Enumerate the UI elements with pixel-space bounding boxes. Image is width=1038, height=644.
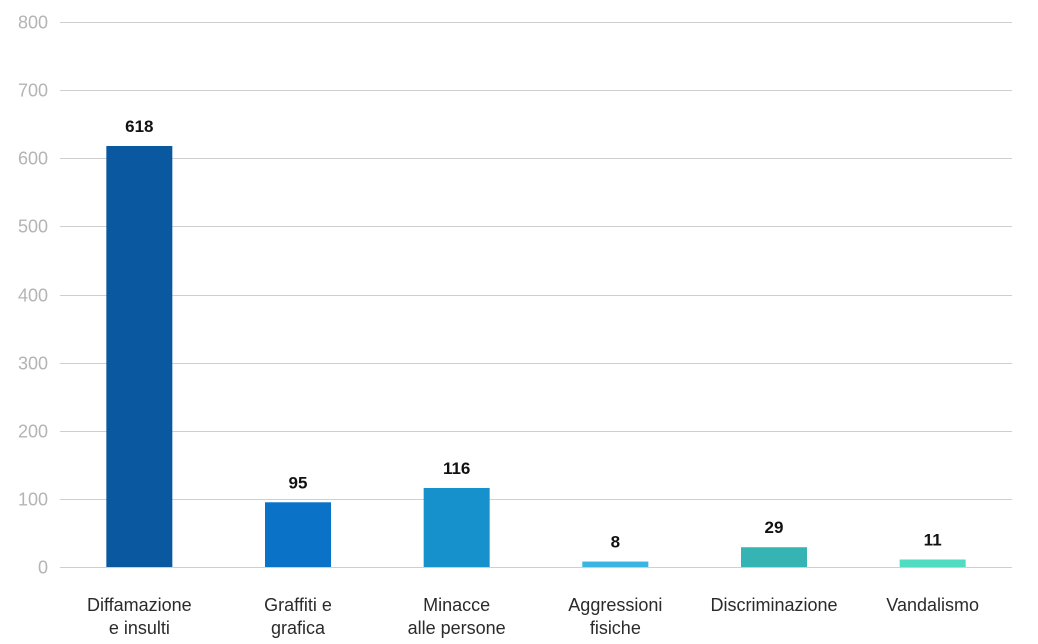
bar-value-label: 618	[125, 117, 153, 136]
y-tick-label: 100	[18, 490, 48, 510]
category-label: Diffamazione e insulti	[87, 595, 192, 638]
category-label-line: Diffamazione	[87, 595, 192, 615]
category-label-line: fisiche	[590, 618, 641, 638]
category-label-line: grafica	[271, 618, 326, 638]
y-tick-label: 800	[18, 13, 48, 33]
bar	[899, 559, 966, 567]
y-tick-label: 400	[18, 286, 48, 306]
value-labels: 618 95 116 8 29 11	[125, 117, 942, 552]
bar	[106, 145, 173, 568]
bar	[582, 561, 649, 567]
bar-value-label: 95	[289, 473, 308, 492]
category-label-line: e insulti	[109, 618, 170, 638]
bars	[106, 145, 966, 568]
bar	[265, 502, 331, 567]
y-tick-label: 600	[18, 149, 48, 169]
y-tick-label: 700	[18, 81, 48, 101]
y-axis-ticks: 0 100 200 300 400 500 600 700 800	[18, 13, 48, 578]
category-label: Graffiti e grafica	[264, 595, 332, 638]
y-tick-label: 200	[18, 422, 48, 442]
category-label: Discriminazione	[710, 595, 837, 615]
bar-value-label: 11	[924, 531, 942, 550]
bar-value-label: 116	[443, 459, 470, 478]
bar-value-label: 8	[611, 533, 620, 552]
category-label: Vandalismo	[886, 595, 979, 615]
y-tick-label: 500	[18, 217, 48, 237]
category-label-line: Vandalismo	[886, 595, 979, 615]
category-label-line: Discriminazione	[710, 595, 837, 615]
category-label-line: Minacce	[423, 595, 490, 615]
category-label: Aggressioni fisiche	[568, 595, 662, 638]
bar-value-label: 29	[765, 518, 784, 537]
gridlines	[60, 22, 1012, 568]
category-label-line: alle persone	[408, 618, 506, 638]
bar	[423, 487, 490, 567]
category-labels: Diffamazione e insulti Graffiti e grafica Mi…	[87, 595, 979, 638]
category-label-line: Graffiti e	[264, 595, 332, 615]
y-tick-label: 0	[38, 558, 48, 578]
y-tick-label: 300	[18, 354, 48, 374]
category-label-line: Aggressioni	[568, 595, 662, 615]
category-label: Minacce alle persone	[408, 595, 506, 638]
bar	[741, 547, 807, 567]
